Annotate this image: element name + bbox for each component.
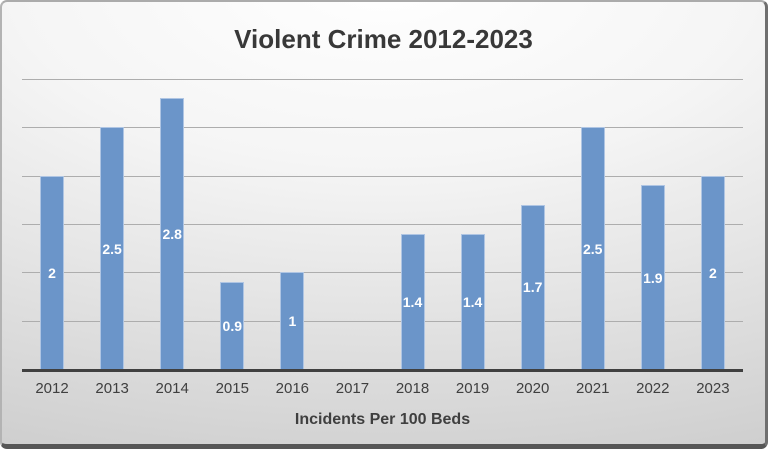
x-tick-2015: 2015 bbox=[215, 380, 249, 397]
bar-slot-2016: 1 bbox=[262, 79, 322, 369]
x-tick-2021: 2021 bbox=[576, 380, 610, 397]
gridline bbox=[22, 320, 743, 322]
x-axis-labels: 2012 2013 2014 2015 2016 2017 2018 2019 2020 2021… bbox=[22, 380, 743, 397]
bar-2020: 1.7 bbox=[520, 204, 545, 369]
x-tick-2022: 2022 bbox=[636, 380, 670, 397]
bar-2016: 1 bbox=[280, 272, 305, 369]
bar-value-label-2021: 2.5 bbox=[583, 240, 603, 257]
x-axis-title: Incidents Per 100 Beds bbox=[294, 411, 471, 428]
bar-2014: 2.8 bbox=[160, 98, 185, 369]
x-tick-2020: 2020 bbox=[515, 380, 550, 397]
gridline bbox=[22, 224, 743, 225]
bar-2013: 2.5 bbox=[100, 127, 125, 369]
x-tick-2016: 2016 bbox=[275, 380, 310, 397]
bar-slot-2019: 1.4 bbox=[443, 79, 503, 369]
bar-slot-2012: 2 bbox=[22, 79, 82, 369]
bar-value-label-2016: 1 bbox=[288, 313, 297, 330]
bar-value-label-2012: 2 bbox=[48, 264, 56, 281]
gridline bbox=[22, 127, 743, 129]
bar-value-label-2020: 1.7 bbox=[522, 279, 543, 296]
bar-slot-2023: 2 bbox=[683, 79, 743, 369]
x-axis-line bbox=[22, 369, 743, 372]
bar-2015: 0.9 bbox=[220, 282, 245, 369]
bar-slot-2013: 2.5 bbox=[82, 79, 142, 369]
bar-slot-2015: 0.9 bbox=[202, 79, 262, 369]
x-tick-2023: 2023 bbox=[696, 380, 730, 397]
bar-2018: 1.4 bbox=[400, 233, 425, 369]
bar-slot-2020: 1.7 bbox=[503, 79, 563, 369]
bar-2023: 2 bbox=[700, 175, 725, 369]
bar-value-label-2019: 1.4 bbox=[462, 293, 483, 310]
bar-value-label-2014: 2.8 bbox=[162, 226, 182, 243]
bar-slot-2017 bbox=[322, 79, 382, 369]
x-tick-2019: 2019 bbox=[455, 380, 490, 397]
bar-value-label-2015: 0.9 bbox=[222, 318, 242, 334]
bar-2019: 1.4 bbox=[460, 233, 485, 369]
bar-2022: 1.9 bbox=[640, 185, 665, 369]
x-tick-2018: 2018 bbox=[395, 380, 430, 397]
chart-title: Violent Crime 2012-2023 bbox=[234, 24, 533, 54]
x-tick-2014: 2014 bbox=[155, 380, 189, 397]
bar-slot-2022: 1.9 bbox=[623, 79, 683, 369]
x-tick-2012: 2012 bbox=[35, 380, 69, 397]
bar-value-label-2022: 1.9 bbox=[643, 269, 663, 286]
plot-area: 2 2.5 2.8 0.9 1 1.4 1.4 1.7 2.5 1.9 2 bbox=[22, 79, 743, 372]
gridline bbox=[22, 175, 743, 177]
gridline bbox=[22, 272, 743, 274]
bar-value-label-2013: 2.5 bbox=[102, 240, 122, 257]
bar-value-label-2023: 2 bbox=[708, 264, 717, 281]
bar-slot-2014: 2.8 bbox=[142, 79, 202, 369]
bar-slot-2018: 1.4 bbox=[382, 79, 442, 369]
x-tick-2017: 2017 bbox=[335, 380, 370, 397]
bar-slot-2021: 2.5 bbox=[563, 79, 623, 369]
bar-2021: 2.5 bbox=[580, 127, 605, 369]
bars-container: 2 2.5 2.8 0.9 1 1.4 1.4 1.7 2.5 1.9 2 bbox=[22, 79, 743, 369]
x-tick-2013: 2013 bbox=[95, 380, 129, 397]
bar-value-label-2018: 1.4 bbox=[402, 293, 423, 310]
bar-2012: 2 bbox=[40, 175, 65, 369]
gridline bbox=[22, 79, 743, 80]
